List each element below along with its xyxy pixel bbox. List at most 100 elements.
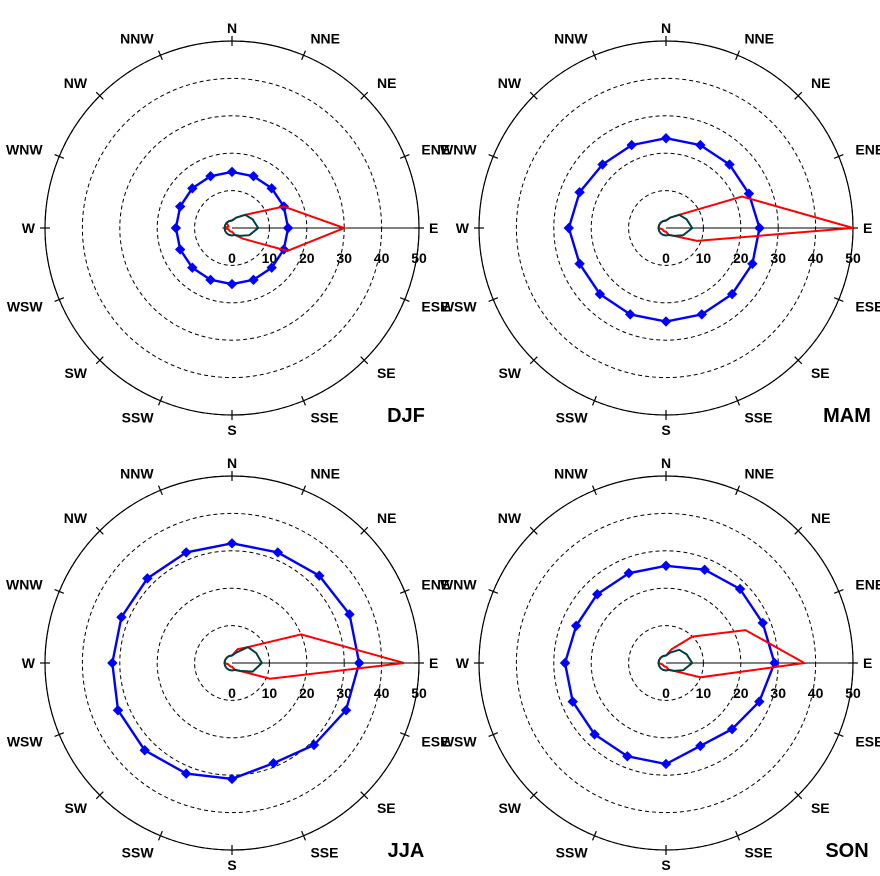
series-marker (308, 739, 320, 751)
direction-label: NNW (554, 466, 588, 482)
direction-tick (95, 91, 104, 100)
direction-label: S (661, 857, 670, 873)
series-marker (574, 258, 585, 269)
direction-label: WSW (441, 298, 478, 314)
direction-label: E (863, 220, 872, 236)
direction-tick (157, 395, 163, 406)
direction-label: WNW (6, 577, 43, 593)
series-marker (282, 222, 294, 234)
radial-tick-label: 0 (228, 250, 236, 266)
direction-label: W (456, 655, 470, 671)
direction-tick (735, 395, 741, 406)
direction-label: SSW (556, 409, 589, 425)
series-marker (594, 288, 606, 300)
direction-tick (591, 485, 597, 496)
direction-label: NNE (744, 466, 774, 482)
series-marker (724, 159, 735, 170)
series-marker (747, 258, 758, 269)
radial-tick-label: 30 (336, 685, 352, 701)
direction-label: NW (498, 510, 522, 526)
direction-tick (794, 526, 803, 535)
series-marker (625, 309, 636, 320)
direction-tick (488, 732, 499, 738)
direction-tick (735, 485, 741, 496)
direction-label: WSW (441, 733, 478, 749)
series-marker (180, 547, 192, 558)
series-marker (622, 751, 633, 762)
radial-tick-label: 0 (228, 685, 236, 701)
radial-tick-label: 50 (845, 250, 861, 266)
radial-tick-label: 20 (299, 250, 315, 266)
direction-tick (95, 356, 104, 365)
series-marker (699, 564, 710, 575)
radial-tick-label: 10 (262, 685, 278, 701)
radial-tick-label: 10 (696, 685, 712, 701)
direction-label: SE (377, 365, 396, 381)
direction-label: WSW (7, 298, 44, 314)
direction-tick (529, 91, 538, 100)
radial-tick-label: 30 (770, 685, 786, 701)
direction-tick (529, 791, 538, 800)
direction-tick (529, 356, 538, 365)
direction-label: ENE (421, 142, 450, 158)
direction-label: N (661, 455, 671, 471)
series-marker (272, 547, 284, 558)
direction-label: ESE (855, 298, 880, 314)
direction-tick (591, 830, 597, 841)
series-marker (589, 729, 600, 740)
radial-tick-label: 50 (845, 685, 861, 701)
direction-label: SW (64, 800, 87, 816)
direction-tick (591, 395, 597, 406)
direction-tick (794, 791, 803, 800)
direction-tick (54, 153, 65, 159)
series-marker (344, 609, 355, 620)
direction-label: ESE (855, 733, 880, 749)
series-line (657, 213, 694, 237)
radial-tick-label: 20 (733, 250, 749, 266)
series-marker (567, 696, 578, 707)
series-line (657, 648, 694, 672)
direction-tick (399, 588, 410, 594)
direction-label: W (22, 655, 36, 671)
direction-label: NNW (120, 31, 154, 47)
direction-tick (833, 732, 844, 738)
series-marker (142, 573, 153, 584)
direction-tick (157, 830, 163, 841)
direction-label: NE (377, 75, 396, 91)
series-marker (570, 620, 582, 631)
series-marker (726, 723, 738, 735)
series-marker (180, 768, 192, 779)
series-marker (187, 262, 198, 273)
radial-tick-label: 40 (374, 250, 390, 266)
series-marker (248, 170, 259, 182)
direction-label: SSE (744, 409, 772, 425)
direction-label: SE (377, 800, 396, 816)
series-marker (660, 758, 672, 770)
direction-tick (529, 526, 538, 535)
direction-tick (54, 297, 65, 303)
direction-tick (735, 830, 741, 841)
series-marker (187, 183, 198, 194)
direction-label: WSW (7, 733, 44, 749)
series-marker (226, 538, 238, 549)
direction-tick (301, 830, 307, 841)
direction-label: NW (498, 75, 522, 91)
direction-label: WNW (6, 142, 43, 158)
series-marker (266, 262, 277, 273)
season-title: SON (825, 840, 868, 862)
series-marker (592, 589, 603, 600)
series-marker (563, 222, 574, 234)
direction-label: N (227, 20, 237, 36)
series-marker (626, 139, 637, 151)
direction-tick (735, 50, 741, 61)
direction-tick (360, 91, 369, 100)
direction-label: SSW (122, 844, 155, 860)
series-marker (266, 183, 277, 194)
radial-tick-label: 0 (662, 685, 670, 701)
series-marker (268, 757, 279, 769)
direction-tick (301, 485, 307, 496)
direction-label: SW (498, 365, 521, 381)
direction-label: NNE (744, 31, 774, 47)
direction-label: NW (64, 75, 88, 91)
direction-label: NE (811, 75, 830, 91)
